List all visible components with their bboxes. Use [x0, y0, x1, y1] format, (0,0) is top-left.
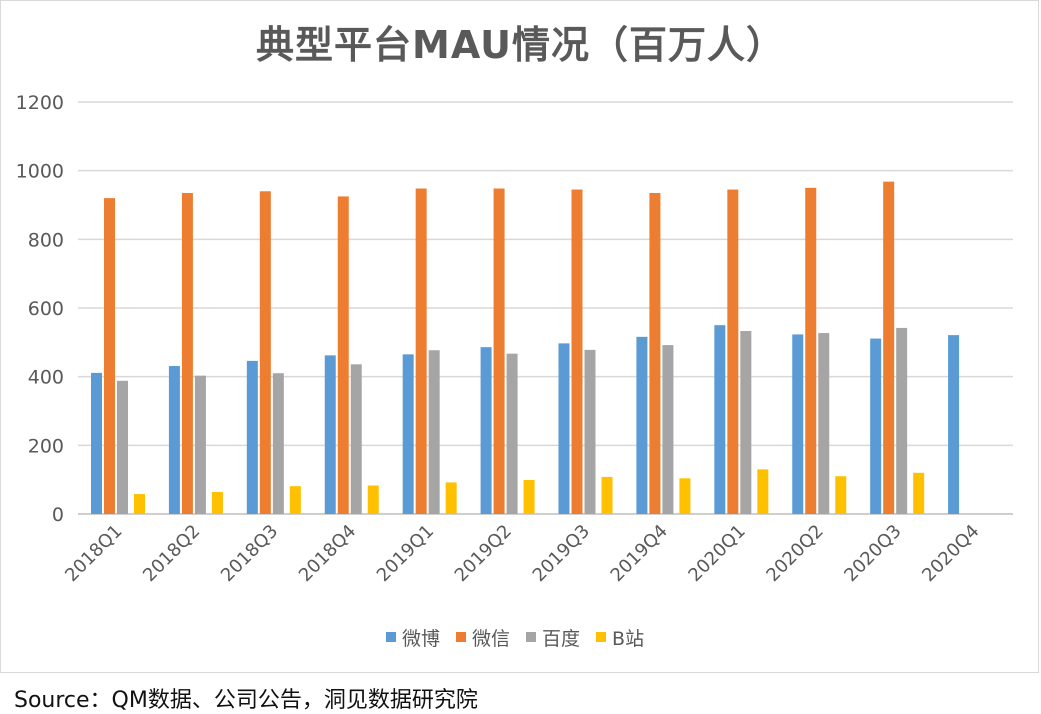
bar-2019Q2-微博 — [480, 347, 492, 514]
bar-2020Q4-微博 — [948, 335, 960, 514]
bar-2020Q3-微信 — [883, 181, 895, 515]
legend-item-weixin: 微信 — [456, 624, 510, 651]
bar-2020Q2-B站 — [835, 476, 847, 514]
legend-item-baidu: 百度 — [526, 624, 580, 651]
bar-2018Q3-B站 — [289, 486, 301, 514]
bar-2018Q4-百度 — [350, 364, 362, 514]
legend-label-baidu: 百度 — [542, 627, 581, 650]
x-tick-label: 2019Q2 — [451, 521, 516, 586]
x-tick-label: 2020Q4 — [918, 521, 983, 586]
bar-2019Q3-微信 — [571, 189, 583, 515]
legend: 微博 微信 百度 B站 — [386, 624, 644, 651]
bar-2018Q1-微博 — [91, 372, 102, 514]
x-tick-label: 2019Q3 — [529, 521, 594, 586]
y-tick-label: 800 — [28, 229, 64, 251]
bar-2020Q1-微信 — [727, 189, 739, 515]
legend-swatch-bilibili — [596, 632, 607, 642]
bar-2019Q3-B站 — [601, 476, 613, 514]
bar-2020Q3-微博 — [870, 338, 882, 514]
bar-2020Q2-微博 — [792, 334, 804, 514]
x-tick-label: 2018Q1 — [61, 521, 126, 586]
bar-2018Q4-微信 — [337, 196, 349, 514]
bar-2020Q1-B站 — [757, 469, 769, 514]
bar-2019Q1-微信 — [415, 188, 427, 514]
x-tick-label: 2020Q3 — [840, 521, 905, 586]
legend-label-bilibili: B站 — [612, 627, 645, 650]
bar-2020Q3-B站 — [913, 472, 925, 514]
x-tick-label: 2019Q1 — [373, 521, 438, 586]
bar-2019Q3-微博 — [558, 343, 570, 514]
bar-2018Q4-B站 — [367, 485, 379, 514]
legend-item-weibo: 微博 — [386, 624, 440, 651]
y-tick-label: 1200 — [16, 92, 64, 114]
x-tick-label: 2018Q4 — [295, 521, 360, 586]
bar-2018Q3-微信 — [259, 191, 271, 514]
y-tick-label: 400 — [28, 367, 64, 389]
bar-2019Q1-百度 — [428, 350, 440, 514]
bar-2020Q3-百度 — [896, 327, 908, 514]
source-note: Source：QM数据、公司公告，洞见数据研究院 — [14, 688, 478, 713]
x-tick-label: 2019Q4 — [607, 521, 672, 586]
bar-2019Q4-百度 — [662, 345, 674, 514]
legend-swatch-baidu — [526, 632, 537, 642]
legend-swatch-weibo — [386, 632, 396, 642]
bar-2020Q1-微博 — [714, 325, 726, 514]
x-tick-label: 2020Q1 — [684, 521, 749, 586]
legend-label-weibo: 微博 — [402, 627, 441, 650]
bar-2019Q2-微信 — [493, 188, 505, 514]
legend-item-bilibili: B站 — [596, 624, 644, 651]
x-tick-label: 2020Q2 — [762, 521, 827, 586]
bar-2019Q1-微博 — [402, 354, 414, 514]
x-tick-label: 2018Q3 — [217, 521, 282, 586]
legend-label-weixin: 微信 — [472, 627, 511, 650]
bar-2019Q4-微信 — [649, 192, 661, 514]
bar-2020Q1-百度 — [740, 331, 752, 514]
y-tick-label: 600 — [28, 298, 64, 320]
bar-2019Q4-微博 — [636, 336, 648, 514]
chart-frame — [0, 0, 1039, 673]
bar-2018Q1-微信 — [104, 198, 115, 514]
bar-2018Q4-微博 — [324, 355, 336, 514]
legend-swatch-weixin — [456, 632, 467, 642]
bar-2019Q2-B站 — [523, 480, 535, 514]
bar-2020Q2-微信 — [805, 187, 817, 515]
bar-2018Q1-百度 — [117, 380, 128, 514]
bar-2019Q4-B站 — [679, 478, 691, 514]
chart-title: 典型平台MAU情况（百万人） — [256, 23, 785, 67]
bar-2018Q2-微信 — [181, 192, 193, 514]
y-tick-label: 1000 — [16, 161, 64, 183]
bar-2018Q3-微博 — [246, 360, 258, 514]
bar-2018Q2-百度 — [194, 375, 206, 514]
bar-2019Q2-百度 — [506, 353, 518, 514]
x-tick-label: 2018Q2 — [139, 521, 204, 586]
bar-2018Q2-B站 — [211, 492, 223, 514]
bar-2018Q1-B站 — [134, 494, 145, 514]
bar-2019Q1-B站 — [445, 482, 457, 514]
y-tick-label: 0 — [52, 504, 64, 526]
bar-2020Q2-百度 — [818, 333, 830, 514]
bar-2018Q3-百度 — [272, 373, 284, 514]
bar-2018Q2-微博 — [168, 366, 180, 514]
bar-2019Q3-百度 — [584, 349, 596, 514]
y-tick-label: 200 — [28, 435, 64, 457]
